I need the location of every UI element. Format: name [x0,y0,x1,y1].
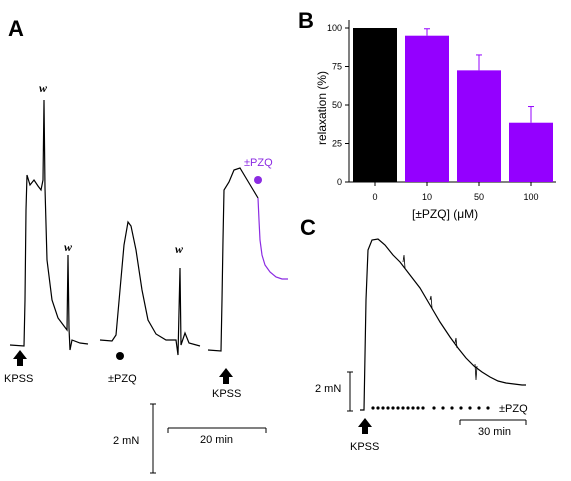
pzq-dot [391,406,395,410]
bar [405,35,449,183]
trace-a2 [99,220,201,356]
pzq-dot [468,406,472,410]
trace-a1 [9,99,89,351]
pzq-dot [406,406,410,410]
panel-a-letter: A [8,16,24,41]
kpss-arrow-2 [219,368,233,384]
scale-x-label-a: 20 min [200,434,233,446]
panel-a: w w w KPSS ±PZQ KPSS ±PZQ 2 mN 20 min [4,81,288,474]
pzq-dot [401,406,405,410]
pzq-dot [386,406,390,410]
bar [509,122,553,182]
pzq-dot [432,406,436,410]
panel-c: 2 mN ±PZQ KPSS 30 min [315,238,528,453]
x-axis-label: [±PZQ] (μM) [412,207,478,221]
pzq-dot [450,406,454,410]
scale-x-label-c: 30 min [478,426,511,438]
panel-c-letter: C [300,215,316,240]
x-tick-label: 100 [523,192,538,202]
kpss-arrow-1 [13,350,27,366]
pzq-label-a-top: ±PZQ [244,157,273,169]
pzq-dot [477,406,481,410]
trace-c-noise [402,254,478,381]
y-tick-label: 0 [337,177,342,187]
y-axis-label: relaxation (%) [315,71,329,145]
w-label-2: w [64,240,73,254]
y-tick-label: 25 [332,139,342,149]
pzq-dots-c [371,406,490,410]
x-tick-label: 10 [422,192,432,202]
pzq-dot [421,406,425,410]
x-tick-label: 50 [474,192,484,202]
bar [457,70,501,182]
pzq-dot-a-purple [254,176,262,184]
y-tick-label: 50 [332,100,342,110]
trace-c [360,238,526,411]
trace-a3 [207,167,259,352]
x-tick-label: 0 [372,192,377,202]
w-label-3: w [175,242,184,256]
pzq-dot [376,406,380,410]
pzq-dot [441,406,445,410]
pzq-label-a: ±PZQ [108,373,137,385]
y-tick-label: 75 [332,62,342,72]
kpss-label-1: KPSS [4,373,33,385]
kpss-label-2: KPSS [212,388,241,400]
y-tick-label: 100 [327,23,342,33]
bar-chart: 0 25 50 75 100 0 10 50 100 relaxation (%) [±PZQ… [315,20,556,221]
scale-y-label-a: 2 mN [113,435,139,447]
w-label-1: w [39,81,48,95]
pzq-dot [459,406,463,410]
pzq-label-c: ±PZQ [499,403,528,415]
pzq-dot [411,406,415,410]
bar [353,28,397,182]
pzq-dot [381,406,385,410]
kpss-arrow-c [358,418,372,434]
pzq-dot [371,406,375,410]
pzq-dot-a [116,352,124,360]
panel-b-letter: B [298,8,314,33]
kpss-label-c: KPSS [350,441,379,453]
trace-a3-pzq [257,197,288,280]
pzq-dot [486,406,490,410]
scale-y-label-c: 2 mN [315,383,341,395]
pzq-dot [396,406,400,410]
pzq-dot [416,406,420,410]
